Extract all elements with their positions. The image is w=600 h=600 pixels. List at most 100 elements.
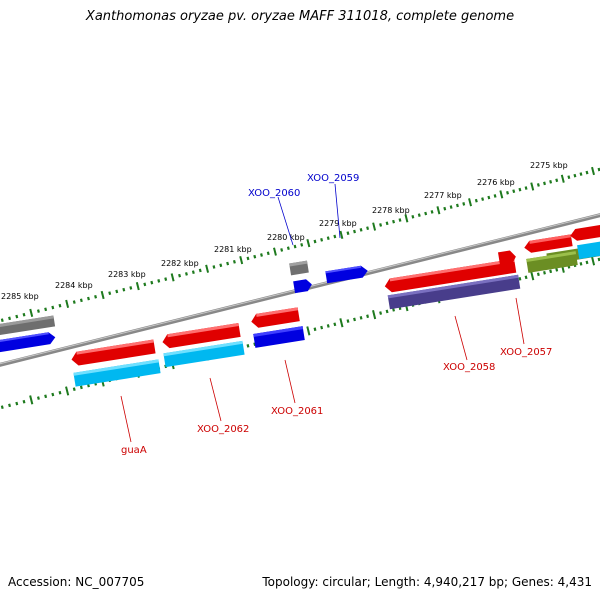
upper-ruler-major-tick (65, 299, 70, 309)
accession-text: Accession: NC_007705 (8, 575, 145, 589)
scale-label: 2278 kbp (372, 206, 410, 215)
lower-ruler-minor-tick (320, 325, 324, 330)
upper-ruler-minor-tick (122, 287, 126, 292)
upper-ruler-minor-tick (280, 248, 284, 252)
upper-ruler-major-tick (560, 174, 565, 183)
upper-ruler-minor-tick (157, 279, 161, 283)
scale-label: 2283 kbp (108, 270, 146, 279)
upper-ruler-minor-tick (417, 213, 421, 217)
upper-ruler-minor-tick (260, 253, 263, 257)
upper-ruler-minor-tick (524, 186, 528, 190)
upper-ruler-minor-tick (333, 234, 337, 239)
scale-label: 2275 kbp (530, 161, 568, 170)
upper-ruler-minor-tick (411, 214, 415, 219)
upper-ruler-major-tick (306, 239, 311, 248)
upper-ruler-major-tick (100, 290, 105, 300)
upper-ruler-minor-tick (253, 254, 257, 259)
upper-ruler-minor-tick (462, 202, 466, 206)
scale-label: 2285 kbp (1, 292, 39, 301)
lower-ruler-major-tick (65, 386, 70, 396)
lower-ruler-major-tick (306, 326, 311, 336)
upper-ruler-minor-tick (536, 183, 540, 187)
upper-ruler-minor-tick (36, 309, 40, 313)
upper-ruler-minor-tick (108, 291, 112, 296)
lower-ruler-minor-tick (518, 276, 522, 281)
upper-ruler-major-tick (436, 206, 441, 215)
upper-ruler-minor-tick (326, 236, 330, 240)
lower-ruler-minor-tick (22, 399, 26, 404)
upper-ruler-minor-tick (320, 238, 324, 242)
lower-ruler-minor-tick (585, 260, 589, 265)
feature-red-upper-edge (570, 223, 600, 241)
lower-ruler-minor-tick (579, 262, 583, 266)
upper-ruler-minor-tick (0, 318, 4, 322)
lower-ruler-major-tick (29, 395, 34, 405)
feature-red-xoo-2057 (498, 250, 516, 267)
lower-ruler-minor-tick (346, 319, 350, 323)
lower-ruler-minor-tick (36, 396, 40, 400)
upper-ruler-minor-tick (232, 260, 236, 264)
upper-ruler-minor-tick (51, 305, 55, 310)
upper-ruler-major-tick (404, 214, 409, 223)
leader-guaA (120, 395, 132, 443)
upper-ruler-major-tick (273, 247, 277, 256)
upper-ruler-minor-tick (392, 219, 396, 224)
lower-ruler-minor-tick (549, 269, 553, 274)
leader-xoo-2059 (334, 183, 341, 239)
upper-ruler-major-tick (205, 264, 210, 273)
upper-ruler-minor-tick (443, 206, 447, 211)
upper-ruler-minor-tick (22, 312, 26, 317)
leader-xoo-2061 (284, 359, 296, 404)
lower-ruler-minor-tick (392, 308, 395, 312)
lower-ruler-minor-tick (79, 385, 83, 390)
upper-ruler-minor-tick (198, 268, 202, 273)
upper-ruler-minor-tick (493, 194, 497, 198)
upper-ruler-minor-tick (449, 205, 453, 209)
upper-ruler-minor-tick (430, 210, 434, 214)
genome-backbone (0, 213, 600, 367)
upper-ruler-minor-tick (72, 300, 76, 304)
scale-label: 2276 kbp (477, 178, 515, 187)
upper-ruler-major-tick (339, 230, 344, 239)
feature-red-guaA (71, 339, 156, 366)
upper-ruler-minor-tick (487, 195, 491, 200)
upper-ruler: 2275 kbp 2276 kbp 2277 kbp 2278 kbp 2279 kbp… (0, 161, 600, 322)
lower-ruler-minor-tick (51, 392, 55, 397)
upper-ruler-minor-tick (506, 190, 509, 195)
upper-ruler-minor-tick (293, 244, 297, 249)
gene-label-xoo-2059: XOO_2059 (307, 173, 359, 184)
lower-ruler-major-tick (339, 318, 344, 328)
scale-label: 2277 kbp (424, 191, 462, 200)
upper-ruler-minor-tick (385, 221, 389, 226)
gene-label-xoo-2061: XOO_2061 (271, 406, 323, 417)
scale-label: 2281 kbp (214, 245, 252, 254)
scale-label: 2284 kbp (55, 281, 93, 290)
leader-xoo-2057 (515, 297, 525, 345)
lower-ruler-minor-tick (366, 314, 370, 319)
lower-ruler-minor-tick (597, 257, 600, 262)
lower-ruler-minor-tick (524, 275, 528, 280)
upper-ruler-minor-tick (94, 294, 98, 299)
upper-ruler-minor-tick (512, 189, 516, 194)
upper-ruler-minor-tick (185, 272, 188, 276)
upper-ruler-minor-tick (481, 197, 485, 201)
upper-ruler-minor-tick (455, 203, 459, 208)
lower-ruler-minor-tick (72, 387, 76, 391)
gene-label-xoo-2058: XOO_2058 (443, 362, 495, 373)
feature-cyan-xoo-2062 (163, 340, 245, 368)
feature-xoo-2060-blue (293, 279, 312, 294)
lower-ruler-major-tick (372, 310, 377, 320)
upper-ruler-minor-tick (424, 211, 428, 216)
lower-ruler-minor-tick (536, 272, 540, 277)
upper-ruler-minor-tick (164, 277, 168, 281)
lower-ruler-minor-tick (313, 327, 317, 332)
lower-ruler-major-tick (530, 271, 535, 281)
upper-ruler-major-tick (239, 255, 244, 265)
upper-ruler-minor-tick (579, 172, 583, 176)
upper-ruler-minor-tick (359, 228, 363, 232)
feature-cyan-lower-edge (577, 240, 600, 260)
upper-ruler-minor-tick (44, 307, 48, 312)
feature-blue-left (0, 332, 56, 354)
upper-ruler-minor-tick (366, 226, 370, 231)
